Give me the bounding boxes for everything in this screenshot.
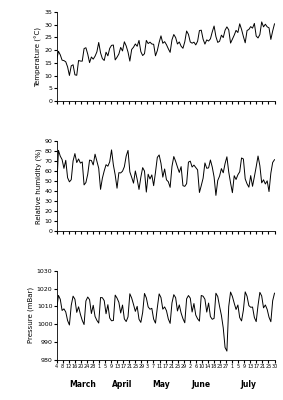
Text: March: March	[69, 380, 96, 389]
Text: April: April	[112, 380, 133, 389]
Text: June: June	[192, 380, 211, 389]
Y-axis label: Temperature (°C): Temperature (°C)	[35, 27, 42, 87]
Text: May: May	[152, 380, 170, 389]
Y-axis label: Pressure (mBar): Pressure (mBar)	[27, 287, 34, 344]
Y-axis label: Relative humidity (%): Relative humidity (%)	[35, 148, 42, 224]
Text: July: July	[241, 380, 257, 389]
